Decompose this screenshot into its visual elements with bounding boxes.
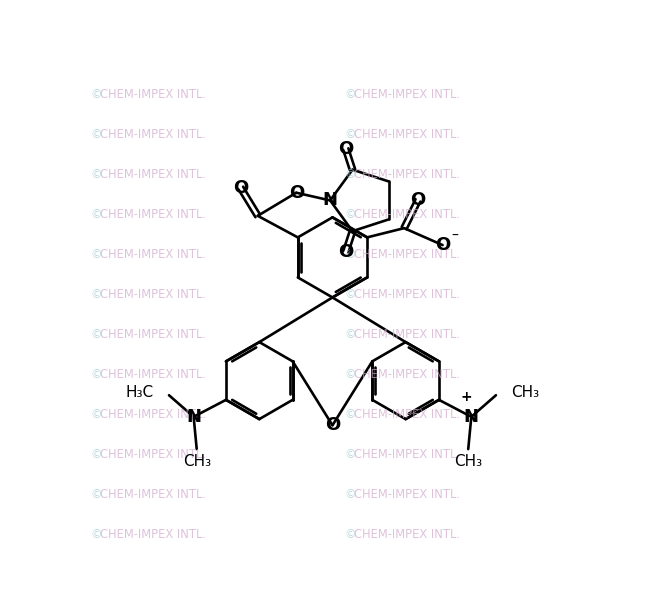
Text: CHEM-IMPEX INTL.: CHEM-IMPEX INTL.: [354, 208, 460, 221]
Text: ©: ©: [345, 448, 357, 461]
Text: ©: ©: [345, 128, 357, 141]
Text: ©: ©: [91, 128, 102, 141]
Text: ©: ©: [91, 328, 102, 341]
Text: CHEM-IMPEX INTL.: CHEM-IMPEX INTL.: [100, 408, 206, 421]
Text: ©: ©: [91, 408, 102, 421]
Text: CH₃: CH₃: [454, 454, 482, 469]
Text: CHEM-IMPEX INTL.: CHEM-IMPEX INTL.: [354, 488, 460, 501]
Text: ©: ©: [345, 288, 357, 301]
Text: CHEM-IMPEX INTL.: CHEM-IMPEX INTL.: [100, 448, 206, 461]
Text: ©: ©: [91, 488, 102, 501]
Text: N: N: [323, 191, 337, 209]
Text: CH₃: CH₃: [511, 385, 540, 400]
Text: O: O: [338, 140, 353, 158]
Text: CHEM-IMPEX INTL.: CHEM-IMPEX INTL.: [100, 248, 206, 261]
Text: CHEM-IMPEX INTL.: CHEM-IMPEX INTL.: [100, 368, 206, 381]
Text: H₃C: H₃C: [125, 385, 154, 400]
Text: –: –: [452, 229, 458, 243]
Text: CHEM-IMPEX INTL.: CHEM-IMPEX INTL.: [354, 128, 460, 141]
Text: ©: ©: [345, 368, 357, 381]
Text: CHEM-IMPEX INTL.: CHEM-IMPEX INTL.: [100, 328, 206, 341]
Text: O: O: [288, 184, 304, 201]
Text: CHEM-IMPEX INTL.: CHEM-IMPEX INTL.: [100, 88, 206, 100]
Text: N: N: [186, 408, 201, 426]
Text: CHEM-IMPEX INTL.: CHEM-IMPEX INTL.: [354, 408, 460, 421]
Text: ©: ©: [91, 208, 102, 221]
Text: O: O: [338, 243, 353, 261]
Text: CHEM-IMPEX INTL.: CHEM-IMPEX INTL.: [354, 288, 460, 301]
Text: CHEM-IMPEX INTL.: CHEM-IMPEX INTL.: [354, 448, 460, 461]
Text: ©: ©: [345, 208, 357, 221]
Text: +: +: [461, 390, 473, 404]
Text: ©: ©: [91, 88, 102, 100]
Text: CHEM-IMPEX INTL.: CHEM-IMPEX INTL.: [100, 128, 206, 141]
Text: ©: ©: [345, 408, 357, 421]
Text: CHEM-IMPEX INTL.: CHEM-IMPEX INTL.: [354, 528, 460, 541]
Text: ©: ©: [91, 368, 102, 381]
Text: CHEM-IMPEX INTL.: CHEM-IMPEX INTL.: [100, 528, 206, 541]
Text: ©: ©: [91, 448, 102, 461]
Text: ©: ©: [345, 168, 357, 181]
Text: CHEM-IMPEX INTL.: CHEM-IMPEX INTL.: [354, 88, 460, 100]
Text: O: O: [435, 236, 450, 254]
Text: CHEM-IMPEX INTL.: CHEM-IMPEX INTL.: [100, 488, 206, 501]
Text: N: N: [464, 408, 479, 426]
Text: ©: ©: [91, 528, 102, 541]
Text: CHEM-IMPEX INTL.: CHEM-IMPEX INTL.: [100, 208, 206, 221]
Text: CHEM-IMPEX INTL.: CHEM-IMPEX INTL.: [100, 168, 206, 181]
Text: ©: ©: [345, 328, 357, 341]
Text: ©: ©: [345, 528, 357, 541]
Text: O: O: [233, 179, 249, 197]
Text: ©: ©: [345, 248, 357, 261]
Text: ©: ©: [91, 248, 102, 261]
Text: ©: ©: [91, 288, 102, 301]
Text: CHEM-IMPEX INTL.: CHEM-IMPEX INTL.: [100, 288, 206, 301]
Text: CHEM-IMPEX INTL.: CHEM-IMPEX INTL.: [354, 328, 460, 341]
Text: ©: ©: [91, 168, 102, 181]
Text: CHEM-IMPEX INTL.: CHEM-IMPEX INTL.: [354, 368, 460, 381]
Text: O: O: [410, 191, 426, 209]
Text: CHEM-IMPEX INTL.: CHEM-IMPEX INTL.: [354, 248, 460, 261]
Text: CH₃: CH₃: [183, 454, 211, 469]
Text: ©: ©: [345, 488, 357, 501]
Text: ©: ©: [345, 88, 357, 100]
Text: CHEM-IMPEX INTL.: CHEM-IMPEX INTL.: [354, 168, 460, 181]
Text: O: O: [325, 416, 340, 434]
